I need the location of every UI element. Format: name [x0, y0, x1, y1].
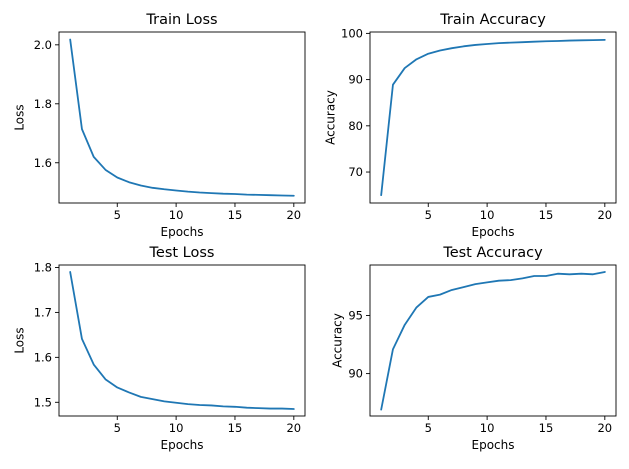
x-tick-label: 15 — [228, 208, 243, 222]
subplot-test-loss: 5 10 15 20 1.5 1.6 1.7 1.8 Test Loss Epochs Loss — [12, 245, 306, 452]
subplot-test-accuracy: 5 10 15 20 90 95 Test Accuracy Epochs Accuracy — [331, 245, 617, 452]
y-axis-label: Accuracy — [331, 313, 345, 368]
y-tick-label: 2.0 — [34, 38, 52, 52]
y-tick-label: 1.7 — [34, 305, 52, 319]
subplot-title: Test Loss — [149, 245, 215, 261]
x-tick-label: 5 — [114, 421, 121, 435]
y-tick-label: 80 — [348, 119, 363, 133]
x-tick-label: 10 — [480, 208, 495, 222]
x-tick-label: 15 — [539, 208, 554, 222]
y-tick-label: 1.8 — [34, 260, 52, 274]
y-tick-label: 1.6 — [34, 156, 52, 170]
subplot-train-loss: 5 10 15 20 1.6 1.8 2.0 Train Loss Epochs Loss — [12, 12, 306, 239]
subplot-title: Train Loss — [145, 12, 217, 28]
x-axis-label: Epochs — [161, 225, 204, 239]
subplot-train-accuracy: 5 10 15 20 70 80 90 100 Train Accuracy Epochs Accu… — [323, 12, 617, 239]
x-tick-label: 15 — [539, 421, 554, 435]
x-tick-label: 20 — [286, 208, 301, 222]
y-axis-label: Loss — [12, 104, 26, 130]
subplot-title: Train Accuracy — [439, 12, 546, 28]
y-tick-label: 90 — [348, 73, 363, 87]
x-axis-label: Epochs — [161, 438, 204, 452]
series-line — [380, 271, 606, 411]
x-tick-label: 10 — [169, 208, 184, 222]
x-tick-label: 15 — [228, 421, 243, 435]
x-tick-label: 20 — [286, 421, 301, 435]
axes-frame — [58, 31, 306, 204]
x-tick-label: 5 — [425, 208, 432, 222]
y-tick-label: 100 — [341, 26, 363, 40]
series-line — [380, 38, 606, 197]
y-tick-label: 90 — [348, 367, 363, 381]
y-tick-label: 95 — [348, 309, 363, 323]
x-tick-label: 20 — [597, 208, 612, 222]
x-axis-label: Epochs — [472, 438, 515, 452]
x-tick-label: 5 — [114, 208, 121, 222]
x-tick-label: 10 — [480, 421, 495, 435]
axes-frame — [58, 264, 306, 417]
axes-frame — [369, 264, 617, 417]
y-tick-label: 1.6 — [34, 350, 52, 364]
y-axis-label: Loss — [12, 327, 26, 353]
x-tick-label: 10 — [169, 421, 184, 435]
series-line — [69, 271, 295, 410]
series-line — [69, 38, 295, 197]
x-tick-label: 20 — [597, 421, 612, 435]
x-tick-label: 5 — [425, 421, 432, 435]
subplot-title: Test Accuracy — [442, 245, 543, 261]
y-tick-label: 1.8 — [34, 97, 52, 111]
y-tick-label: 70 — [348, 165, 363, 179]
y-tick-label: 1.5 — [34, 395, 52, 409]
x-axis-label: Epochs — [472, 225, 515, 239]
y-axis-label: Accuracy — [323, 90, 337, 145]
axes-frame — [369, 31, 617, 204]
